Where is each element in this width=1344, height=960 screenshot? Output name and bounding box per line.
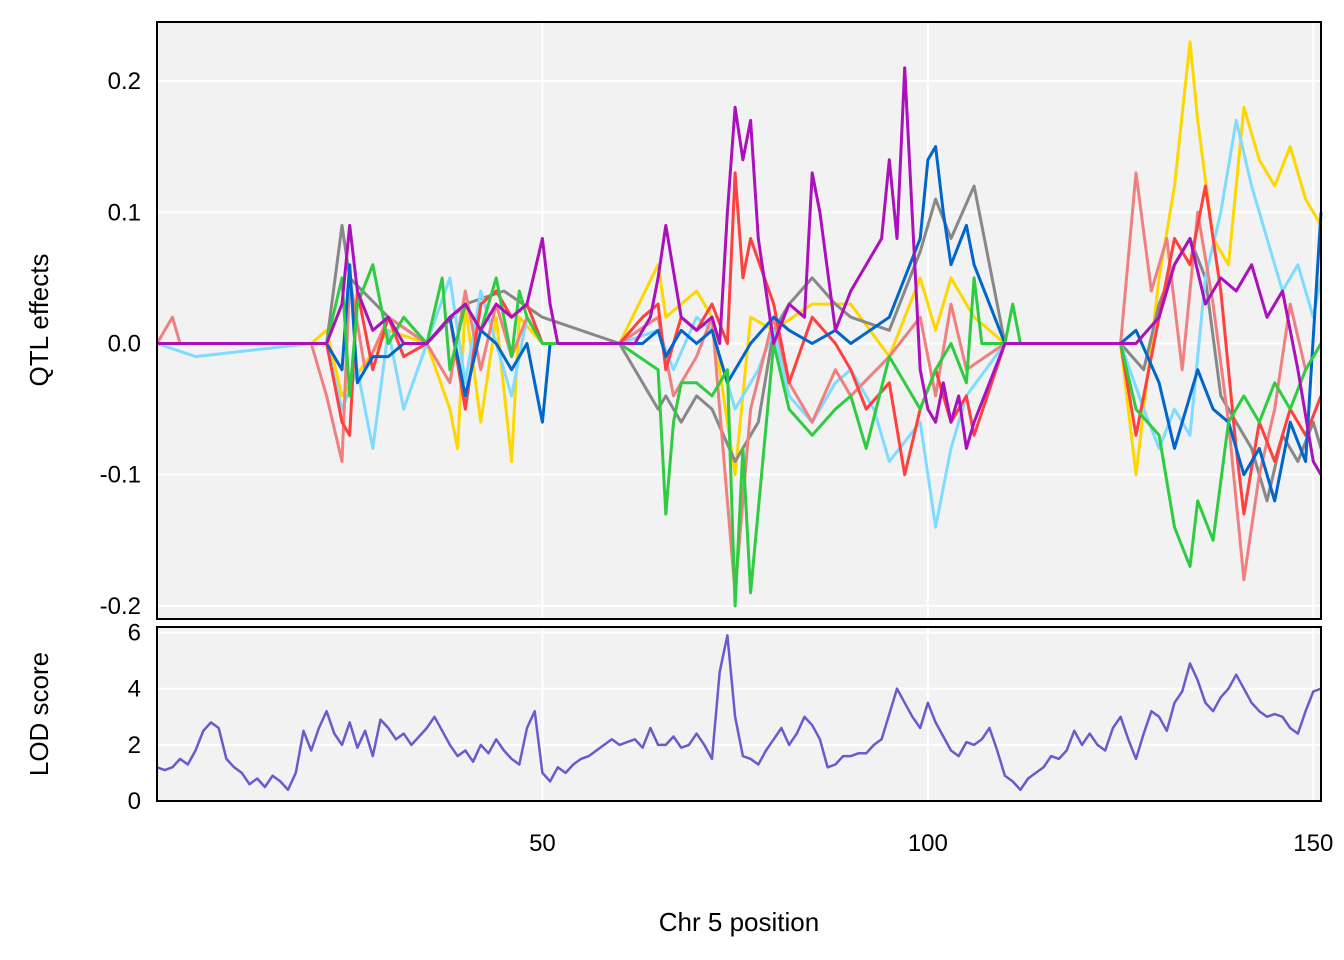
effect-series-line-2 (156, 118, 1323, 529)
x-tick-label: 150 (1293, 830, 1333, 857)
effect-y-tick-label: -0.1 (100, 462, 141, 489)
lod-y-axis-title: LOD score (24, 652, 54, 776)
effects-y-ticks: 0.2 0.1 0.0 -0.1 -0.2 (100, 68, 141, 620)
x-axis-title: Chr 5 position (659, 907, 819, 937)
lod-y-tick-label: 4 (128, 676, 141, 703)
effects-panel-border (156, 21, 1322, 620)
x-tick-label: 50 (529, 830, 556, 857)
x-ticks: 50 100 150 (529, 830, 1333, 857)
effect-series-line-0 (157, 40, 1323, 477)
lod-y-ticks: 0 2 4 6 (128, 620, 141, 815)
x-tick-label: 100 (908, 830, 948, 857)
lod-y-tick-label: 2 (128, 732, 141, 759)
effect-series-line-4 (157, 171, 1323, 516)
lod-panel-border (156, 626, 1322, 802)
effect-series-line-7 (157, 66, 1323, 476)
effect-y-tick-label: 0.2 (108, 68, 141, 95)
lod-series (156, 634, 1322, 792)
lod-y-tick-label: 0 (128, 788, 141, 815)
effect-y-tick-label: 0.1 (108, 199, 141, 226)
effect-series-line-6 (157, 263, 1323, 608)
effect-y-tick-label: -0.2 (100, 593, 141, 620)
effect-y-tick-label: 0.0 (108, 330, 141, 357)
lod-series-line-0 (156, 634, 1322, 792)
lod-panel-background (157, 627, 1321, 801)
lod-y-tick-label: 6 (128, 620, 141, 647)
effects-y-axis-title: QTL effects (24, 254, 54, 387)
effects-series (155, 40, 1323, 608)
